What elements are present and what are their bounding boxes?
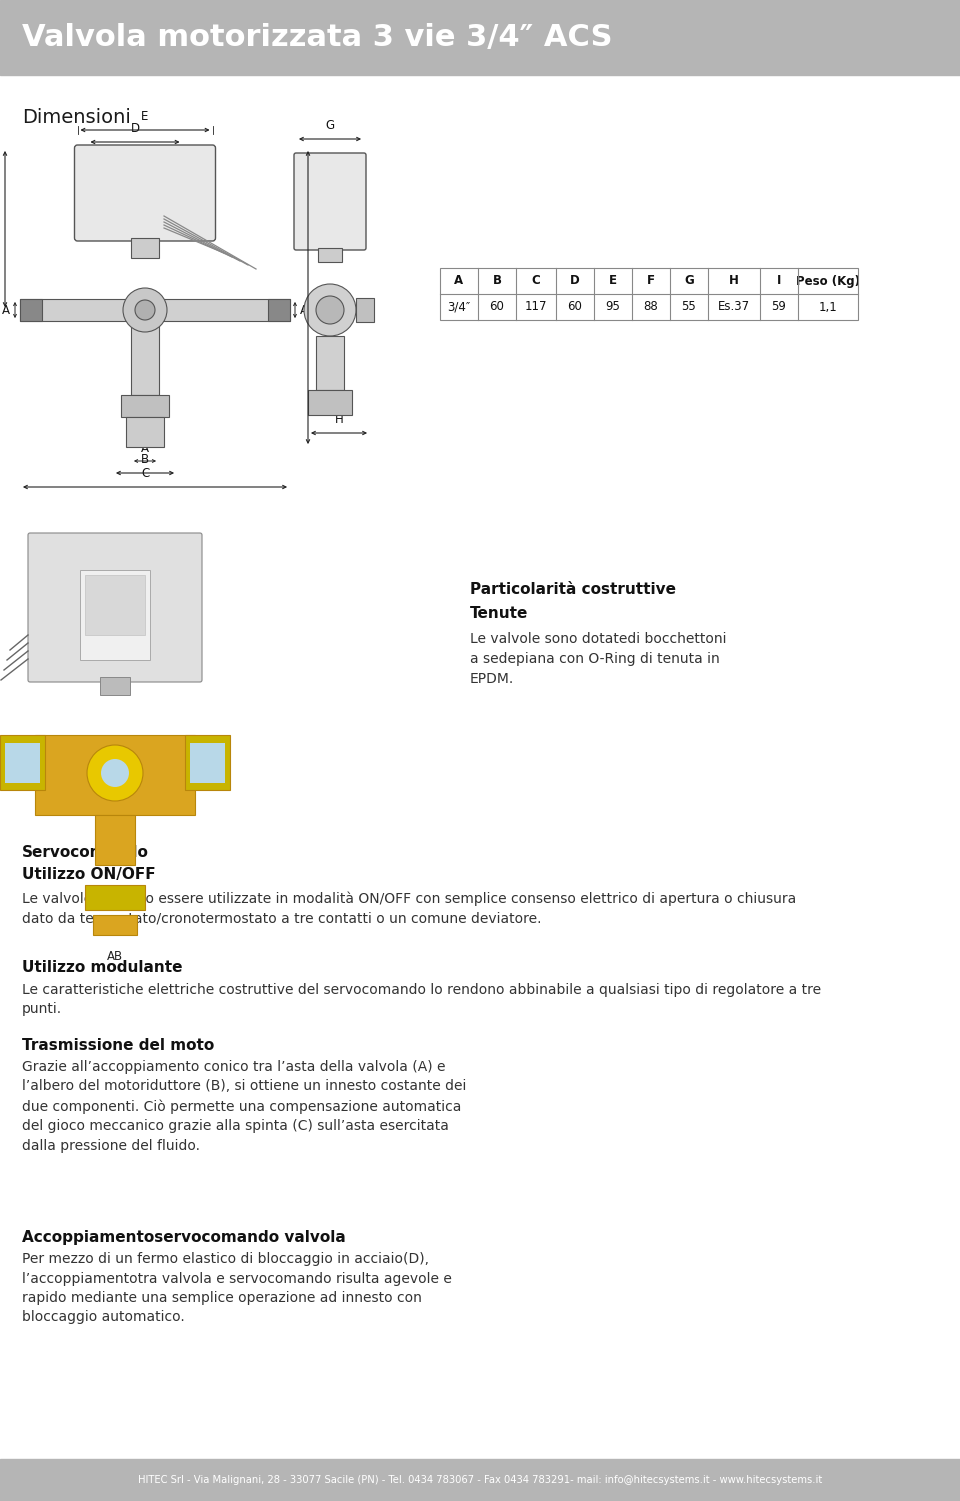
Bar	[190, 743, 225, 784]
Text: A: A	[2, 303, 10, 317]
Text: Utilizzo modulante: Utilizzo modulante	[22, 961, 182, 976]
Text: Le valvole sono dotatedi bocchettoni
a sedepiana con O-Ring di tenuta in
EPDM.: Le valvole sono dotatedi bocchettoni a s…	[470, 632, 727, 686]
Text: Trasmissione del moto: Trasmissione del moto	[22, 1039, 214, 1054]
FancyBboxPatch shape	[28, 533, 202, 681]
Bar	[20, 299, 290, 321]
Text: I: I	[314, 291, 318, 305]
Text: E: E	[609, 275, 617, 288]
Text: F: F	[647, 275, 655, 288]
Bar	[131, 321, 159, 395]
Text: A: A	[300, 303, 308, 317]
Text: Accoppiamentoservocomando valvola: Accoppiamentoservocomando valvola	[22, 1229, 346, 1244]
Text: A: A	[141, 441, 149, 455]
Text: D: D	[570, 275, 580, 288]
Text: Utilizzo ON/OFF: Utilizzo ON/OFF	[22, 868, 156, 883]
Text: 55: 55	[682, 300, 696, 314]
Text: C: C	[532, 275, 540, 288]
Bar	[268, 299, 290, 321]
Text: H: H	[729, 275, 739, 288]
Text: H: H	[335, 413, 344, 426]
Text: HITEC Srl - Via Malignani, 28 - 33077 Sacile (PN) - Tel. 0434 783067 - Fax 0434 : HITEC Srl - Via Malignani, 28 - 33077 Sa…	[138, 1475, 822, 1484]
Bar	[318, 248, 342, 263]
Circle shape	[123, 288, 167, 332]
Text: B: B	[492, 275, 501, 288]
Bar	[35, 735, 195, 815]
Text: 1,1: 1,1	[819, 300, 837, 314]
Text: 60: 60	[567, 300, 583, 314]
Text: Le valvole possono essere utilizzate in modalità ON/OFF con semplice consenso el: Le valvole possono essere utilizzate in …	[22, 892, 796, 926]
Bar	[85, 886, 145, 910]
Text: Particolarità costruttive: Particolarità costruttive	[470, 582, 676, 597]
Circle shape	[304, 284, 356, 336]
Text: G: G	[325, 119, 335, 132]
Text: AB: AB	[138, 320, 152, 330]
Circle shape	[135, 300, 155, 320]
Text: Le caratteristiche elettriche costruttive del servocomando lo rendono abbinabile: Le caratteristiche elettriche costruttiv…	[22, 983, 821, 1016]
Bar	[80, 570, 150, 660]
Circle shape	[101, 760, 129, 787]
Bar	[20, 299, 42, 321]
Text: B: B	[141, 453, 149, 465]
Bar	[440, 269, 858, 320]
Text: Grazie all’accoppiamento conico tra l’asta della valvola (A) e
l’albero del moto: Grazie all’accoppiamento conico tra l’as…	[22, 1060, 467, 1153]
Circle shape	[87, 744, 143, 802]
Bar	[100, 677, 130, 695]
Text: Valvola motorizzata 3 vie 3/4″ ACS: Valvola motorizzata 3 vie 3/4″ ACS	[22, 23, 612, 53]
Text: 88: 88	[643, 300, 659, 314]
Bar	[356, 299, 374, 323]
Text: Servocomando: Servocomando	[22, 845, 149, 860]
Bar	[316, 336, 344, 390]
Bar	[0, 1459, 960, 1501]
Text: Per mezzo di un fermo elastico di bloccaggio in acciaio(D),
l’accoppiamentotra v: Per mezzo di un fermo elastico di blocca…	[22, 1252, 452, 1324]
Text: A: A	[5, 758, 13, 772]
Text: 60: 60	[490, 300, 504, 314]
Text: D: D	[131, 122, 139, 135]
Text: E: E	[141, 110, 149, 123]
Bar	[5, 743, 40, 784]
Circle shape	[316, 296, 344, 324]
Bar	[93, 916, 137, 935]
Text: Tenute: Tenute	[470, 606, 528, 621]
Bar	[126, 417, 164, 447]
Bar	[0, 735, 45, 790]
Text: AB: AB	[107, 950, 123, 964]
Text: G: G	[684, 275, 694, 288]
Text: A: A	[454, 275, 464, 288]
Bar	[121, 395, 169, 417]
Text: Dimensioni: Dimensioni	[22, 108, 131, 128]
Text: Peso (Kg): Peso (Kg)	[796, 275, 860, 288]
Text: C: C	[141, 467, 149, 480]
Bar	[308, 390, 352, 414]
Text: 117: 117	[525, 300, 547, 314]
Bar	[95, 815, 135, 865]
Text: Es.37: Es.37	[718, 300, 750, 314]
FancyBboxPatch shape	[294, 153, 366, 251]
Bar	[0, 0, 960, 75]
Bar	[131, 239, 159, 258]
Text: I: I	[777, 275, 781, 288]
FancyBboxPatch shape	[75, 146, 215, 242]
Text: 3/4″: 3/4″	[447, 300, 470, 314]
Text: 59: 59	[772, 300, 786, 314]
Text: 95: 95	[606, 300, 620, 314]
Text: B: B	[220, 758, 228, 772]
Bar	[185, 735, 230, 790]
Bar	[85, 575, 145, 635]
